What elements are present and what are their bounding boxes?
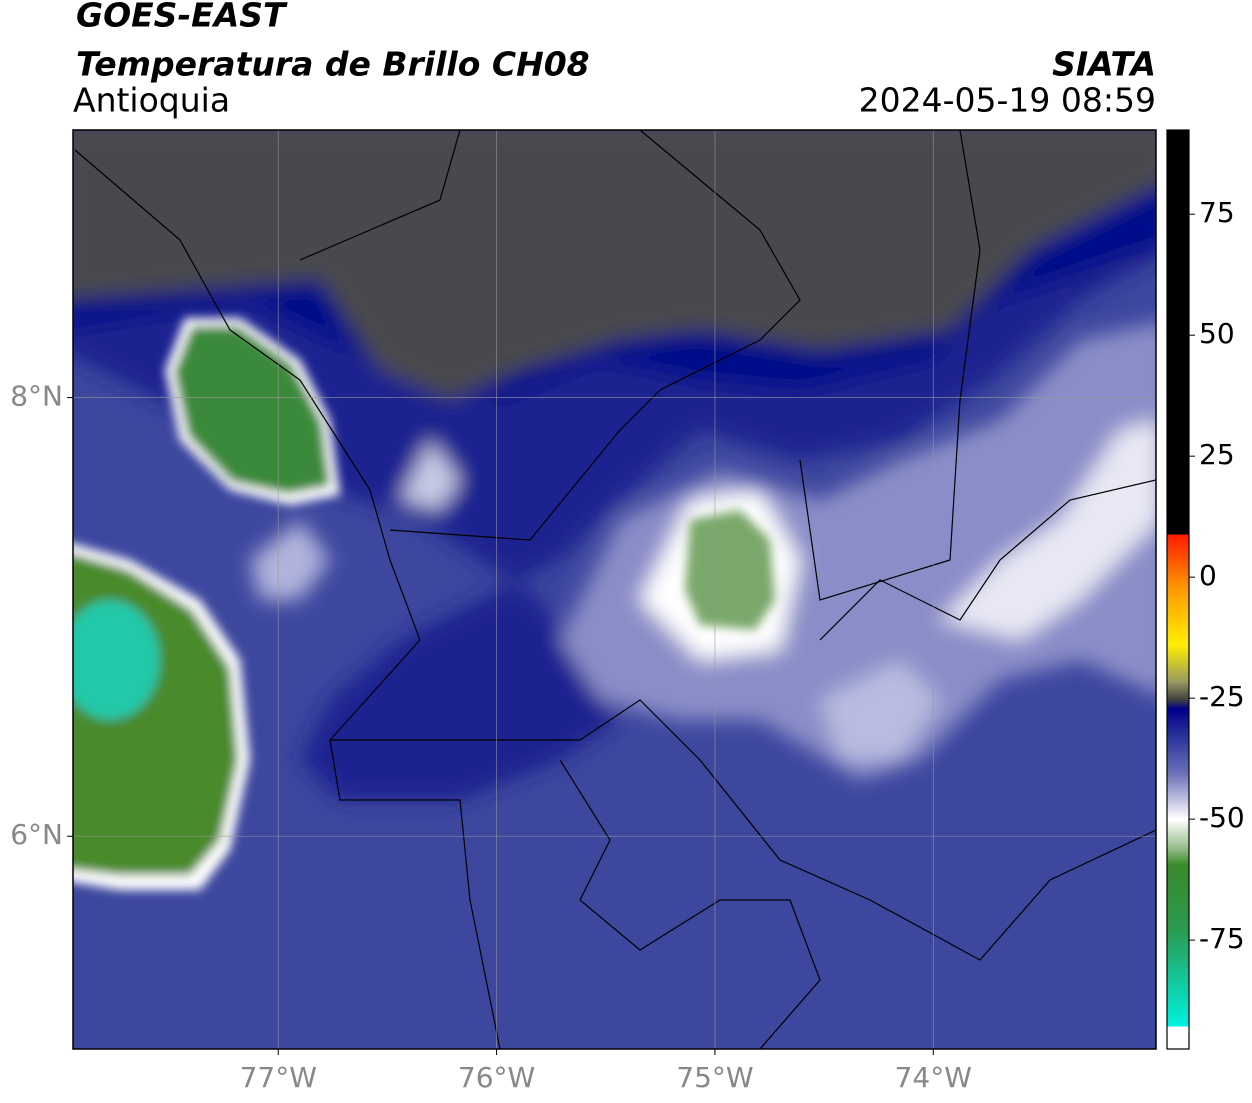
colorbar-tick-label: 50 — [1199, 317, 1235, 350]
datetime-label: 2024-05-19 08:59 — [859, 81, 1156, 120]
x-tick-label: 76°W — [458, 1061, 535, 1094]
colorbar-tick-label: -25 — [1199, 680, 1245, 713]
satellite-title: GOES-EAST — [76, 0, 288, 35]
colorbar-tick-label: 0 — [1199, 559, 1217, 592]
grid — [73, 130, 1156, 1049]
region-label: Antioquia — [73, 81, 230, 120]
colorbar-tick-label: 75 — [1199, 196, 1235, 229]
x-tick-label: 77°W — [240, 1061, 317, 1094]
source-label: SIATA — [1052, 45, 1156, 84]
colorbar-tick-label: -75 — [1199, 922, 1245, 955]
colorbar — [1166, 129, 1190, 1050]
x-tick-label: 75°W — [676, 1061, 753, 1094]
y-tick-label: 6°N — [10, 818, 63, 851]
product-title: Temperatura de Brillo CH08 — [76, 45, 590, 84]
satellite-image — [73, 130, 1156, 1049]
y-tick-label: 8°N — [10, 380, 63, 413]
colorbar-tick-label: -50 — [1199, 801, 1245, 834]
map-frame — [72, 129, 1157, 1050]
x-tick-label: 74°W — [895, 1061, 972, 1094]
colorbar-tick-label: 25 — [1199, 438, 1235, 471]
